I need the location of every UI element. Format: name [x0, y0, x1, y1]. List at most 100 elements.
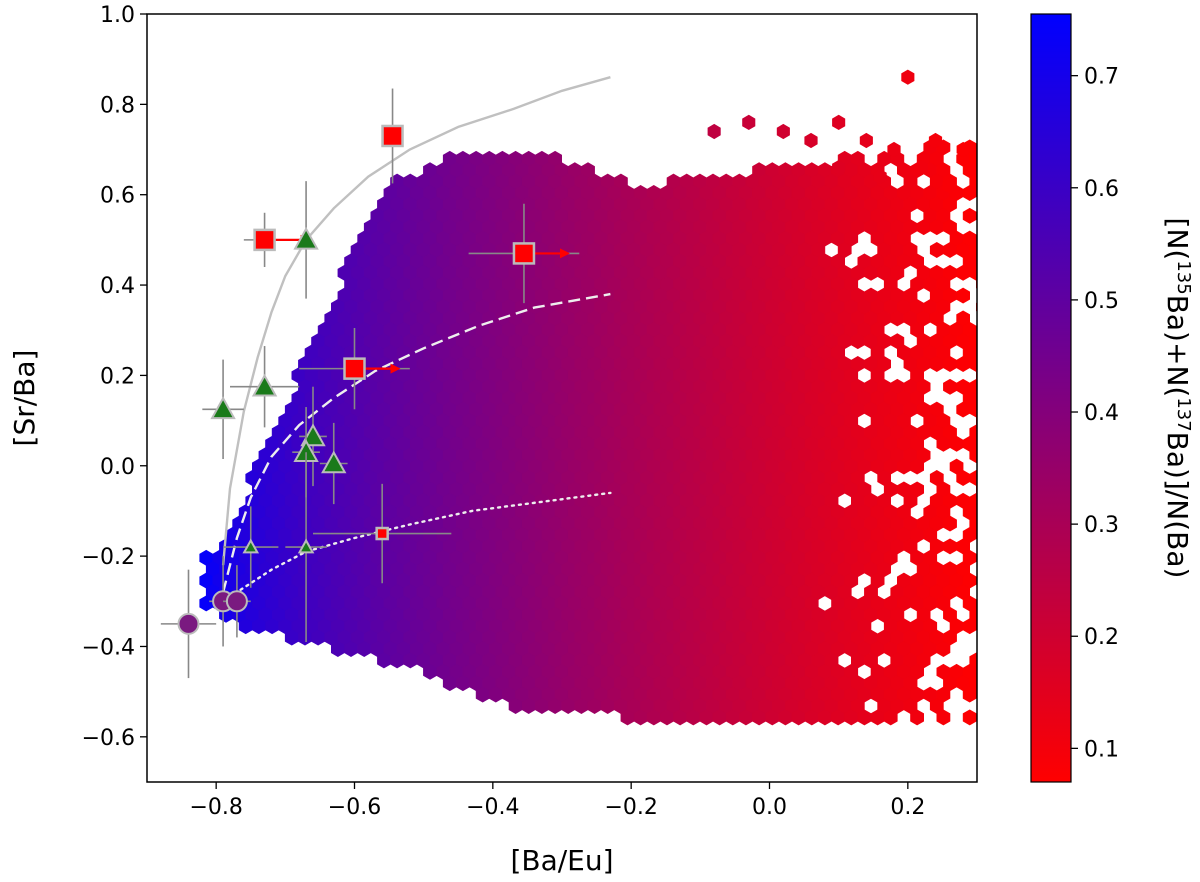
- hexbin-cell: [928, 132, 943, 149]
- hexbin-cell: [707, 123, 721, 140]
- hexbin-cell: [962, 709, 977, 726]
- y-tick-label: 1.0: [100, 3, 135, 28]
- hexbin-cell: [873, 169, 887, 185]
- y-tick-label: 0.6: [100, 184, 135, 209]
- cb-title-part-2: Ba)+N(: [1161, 295, 1194, 398]
- y-axis-title: [Sr/Ba]: [8, 350, 41, 447]
- curve-solid: [221, 76, 611, 566]
- colorbar-gradient: [1030, 13, 1072, 783]
- triangle-marker: [321, 450, 347, 474]
- y-tick-label: −0.6: [82, 726, 135, 751]
- hexbin-cell: [832, 114, 846, 130]
- hexbin-cell: [776, 123, 790, 140]
- hexbin-cell: [983, 425, 996, 440]
- circles-point: [160, 569, 217, 679]
- y-axis: −0.6 −0.4 −0.2 0.0 0.2 0.4 0.6 0.8 1.0: [82, 3, 147, 751]
- hexbin-cell: [943, 515, 957, 532]
- square-marker: [512, 242, 536, 265]
- limit-arrow-head: [390, 363, 401, 374]
- hexbin-cell: [936, 641, 951, 657]
- hexbin-cell: [962, 207, 977, 224]
- x-tick-label: −0.4: [466, 795, 519, 820]
- hexbin-cell: [983, 676, 996, 691]
- triangles-point: [299, 386, 327, 487]
- x-axis: −0.8 −0.6 −0.4 −0.2 0.0 0.2: [189, 782, 925, 820]
- hexbin-cell: [975, 302, 977, 312]
- square-marker: [381, 124, 404, 148]
- triangle-marker: [297, 538, 315, 554]
- hexbin-cell: [956, 141, 970, 158]
- y-tick-label: 0.2: [100, 364, 135, 389]
- triangle-marker: [300, 423, 326, 447]
- y-tick-label: 0.8: [100, 93, 135, 118]
- hexbin-cell: [975, 416, 977, 426]
- cb-title-sup-135: 135: [1173, 260, 1194, 294]
- colorbar-tick-label: 0.3: [1084, 513, 1119, 538]
- x-tick-label: −0.2: [604, 795, 657, 820]
- y-tick-label: 0.4: [100, 274, 135, 299]
- colorbar-tick-label: 0.5: [1084, 289, 1119, 314]
- hexbin-cell: [975, 325, 977, 335]
- colorbar-title: [N(135Ba)+N(137Ba)]/N(Ba): [1161, 218, 1194, 579]
- cb-title-part-1: [N(: [1161, 218, 1194, 261]
- hexbin-cell: [936, 709, 951, 726]
- hexbin-cell: [804, 132, 818, 149]
- squares-point: [381, 88, 404, 184]
- hexbin-cell: [942, 178, 956, 194]
- square-marker: [253, 228, 276, 252]
- triangles-point: [202, 359, 244, 459]
- triangles-point: [293, 181, 319, 299]
- hexbin-cell: [983, 562, 996, 577]
- colorbar-ticks: 0.1 0.2 0.3 0.4 0.5 0.6 0.7: [1071, 65, 1119, 762]
- x-tick-label: 0.0: [752, 795, 787, 820]
- cb-title-sup-137: 137: [1173, 397, 1194, 431]
- y-tick-label: 0.0: [100, 455, 135, 480]
- hexbin-cell: [887, 141, 901, 158]
- hexbin-cell: [983, 379, 996, 394]
- circle-marker: [225, 590, 248, 613]
- hexbin-cell: [975, 370, 977, 380]
- triangle-marker: [210, 396, 236, 420]
- hexbin-cell: [983, 470, 996, 485]
- colorbar: 0.1 0.2 0.3 0.4 0.5 0.6 0.7 [N(135Ba)+N(137Ba)…: [1030, 13, 1194, 783]
- squares-point: [313, 483, 452, 584]
- hexbin-cell: [975, 211, 977, 221]
- circles-point: [223, 565, 251, 638]
- hexbin-cell: [929, 242, 944, 258]
- x-tick-label: 0.2: [890, 795, 925, 820]
- observed-points: [160, 88, 580, 679]
- hexbin-cell: [975, 484, 977, 494]
- hexbin-cell: [975, 439, 977, 449]
- hexbin-cell: [901, 69, 915, 85]
- limit-arrow-head: [559, 248, 570, 259]
- hexbin-cell: [975, 279, 977, 289]
- x-tick-label: −0.8: [189, 795, 242, 820]
- hexbin-cell: [983, 653, 996, 668]
- colorbar-tick-label: 0.7: [1084, 65, 1119, 90]
- hexbin-field: [199, 69, 996, 726]
- triangle-marker: [293, 226, 319, 250]
- y-tick-label: −0.2: [82, 545, 135, 570]
- hexbin-cell: [883, 709, 898, 726]
- hexbin-cell: [956, 287, 971, 304]
- hexbin-cell: [832, 160, 846, 176]
- hexbin-cell: [983, 220, 996, 235]
- triangle-marker: [242, 538, 260, 554]
- hexbin-cell: [975, 621, 977, 631]
- hexbin-cell: [975, 507, 977, 517]
- model-curves: [221, 76, 612, 603]
- curve-dotted: [221, 491, 612, 603]
- hexbin-cell: [983, 356, 996, 371]
- triangles-point: [319, 422, 348, 505]
- hexbin-cell: [983, 334, 996, 349]
- circle-marker: [177, 612, 200, 635]
- hexbin-cell: [943, 538, 957, 555]
- hexbin-cell: [910, 709, 925, 726]
- hexbin-cell: [983, 539, 996, 554]
- hexbin-cell: [859, 132, 873, 149]
- hexbin-cell: [975, 256, 977, 266]
- square-marker: [375, 526, 389, 541]
- hexbin-cell: [983, 311, 996, 326]
- colorbar-tick-label: 0.4: [1084, 401, 1119, 426]
